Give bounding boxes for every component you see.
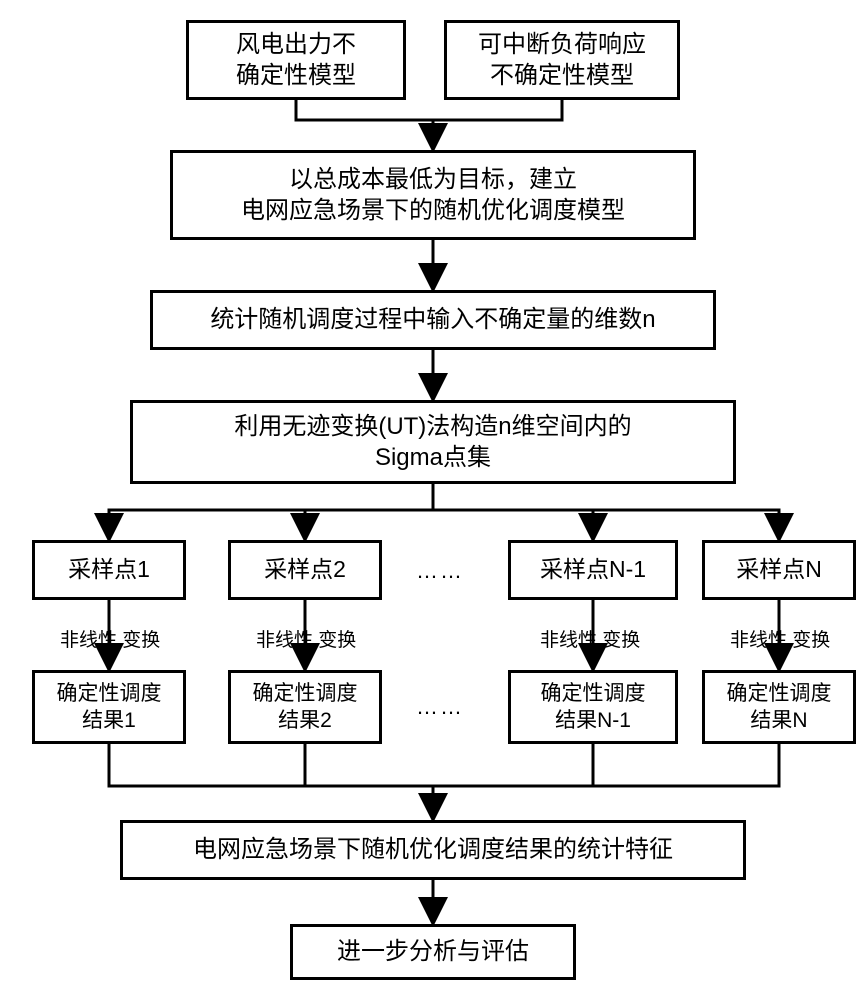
- box-load-model: 可中断负荷响应不确定性模型: [444, 20, 680, 100]
- box-result-1: 确定性调度结果1: [32, 670, 186, 744]
- box-result-n: 确定性调度结果N: [702, 670, 856, 744]
- label-transform-4: 非线性 变换: [730, 625, 830, 652]
- box-sample-1: 采样点1: [32, 540, 186, 600]
- box-ut-sigma: 利用无迹变换(UT)法构造n维空间内的Sigma点集: [130, 400, 736, 484]
- label-transform-3: 非线性 变换: [540, 625, 640, 652]
- box-stats: 电网应急场景下随机优化调度结果的统计特征: [120, 820, 746, 880]
- ellipsis-results: ……: [416, 694, 464, 720]
- box-result-2: 确定性调度结果2: [228, 670, 382, 744]
- label-transform-2: 非线性 变换: [256, 625, 356, 652]
- ellipsis-samples: ……: [416, 558, 464, 584]
- box-further: 进一步分析与评估: [290, 924, 576, 980]
- box-objective: 以总成本最低为目标，建立电网应急场景下的随机优化调度模型: [170, 150, 696, 240]
- box-sample-2: 采样点2: [228, 540, 382, 600]
- box-wind-model: 风电出力不确定性模型: [186, 20, 406, 100]
- box-sample-nminus1: 采样点N-1: [508, 540, 678, 600]
- box-count-dim: 统计随机调度过程中输入不确定量的维数n: [150, 290, 716, 350]
- box-sample-n: 采样点N: [702, 540, 856, 600]
- box-result-nminus1: 确定性调度结果N-1: [508, 670, 678, 744]
- label-transform-1: 非线性 变换: [60, 625, 160, 652]
